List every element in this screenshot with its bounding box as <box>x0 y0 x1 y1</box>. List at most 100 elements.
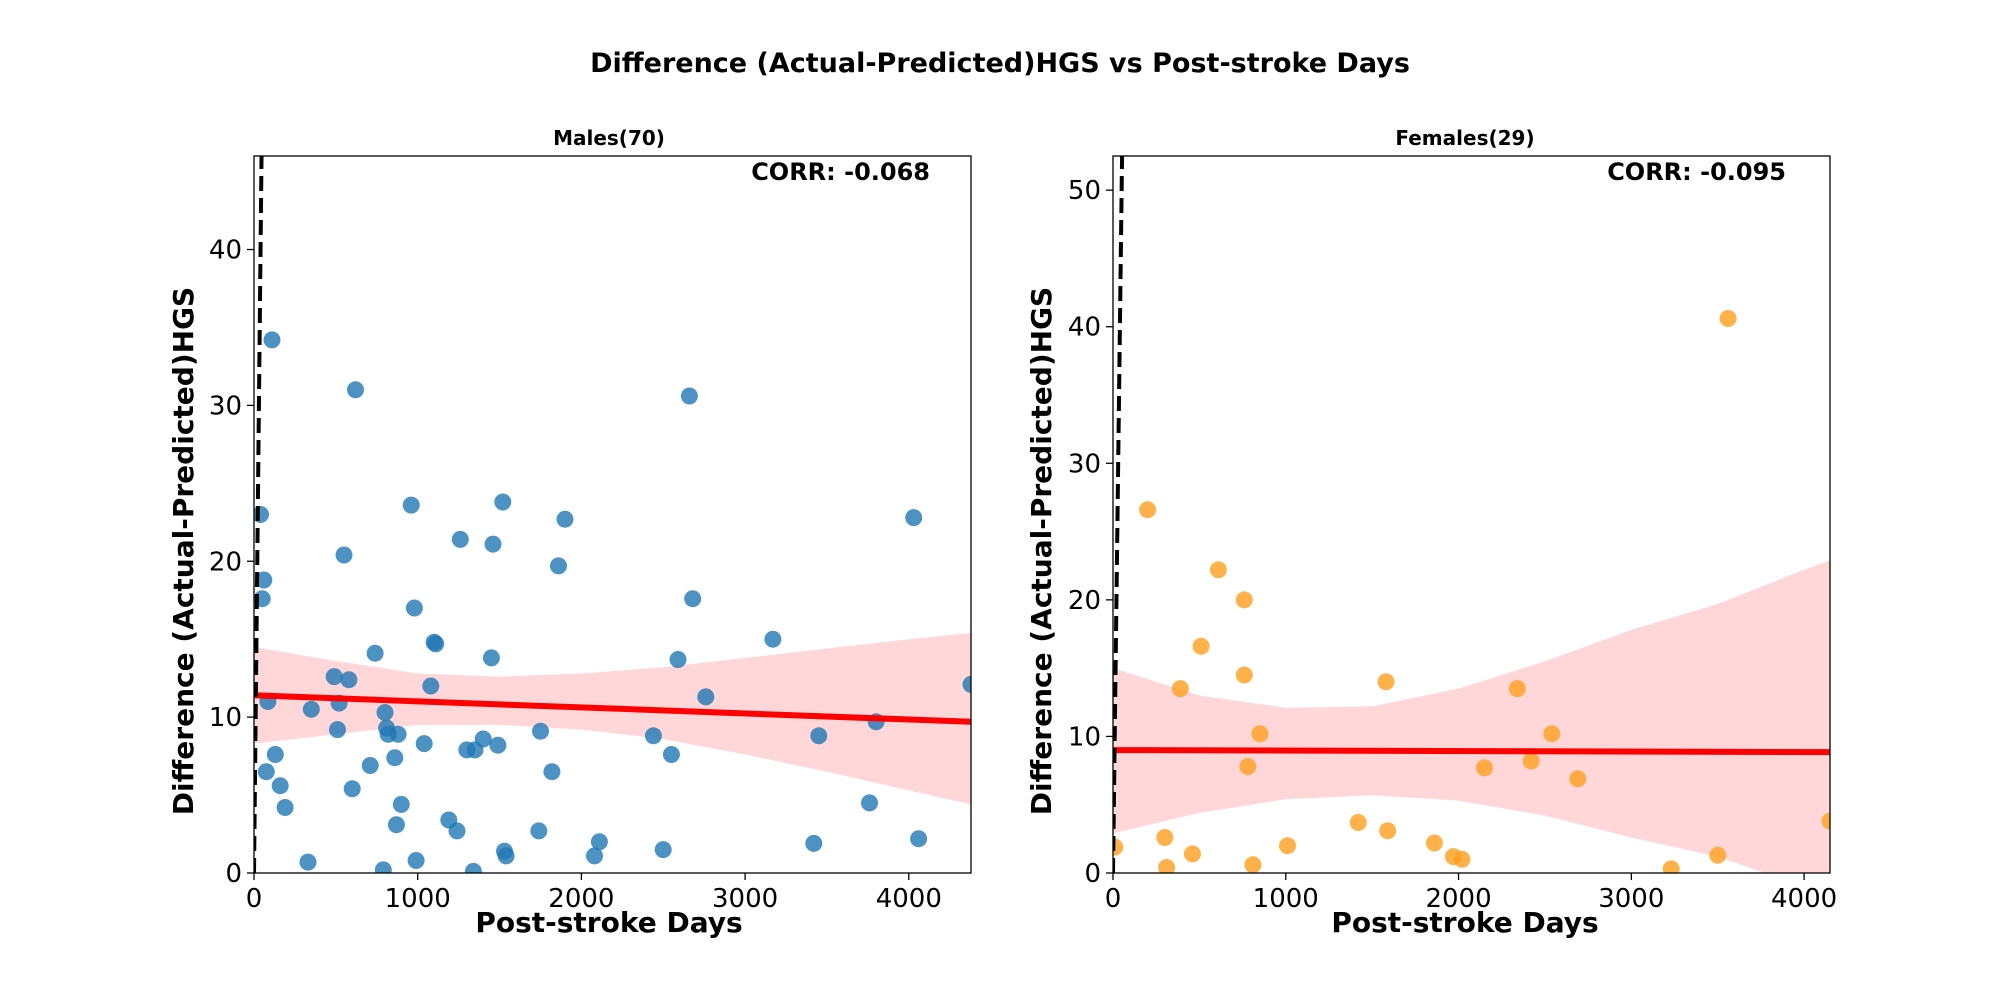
females-data-point <box>1235 666 1253 684</box>
males-data-point <box>543 763 561 781</box>
females-chart-title: Females(29) <box>1395 126 1534 150</box>
males-data-point <box>347 381 364 399</box>
males-data-point <box>392 795 410 813</box>
females-data-point <box>1821 812 1830 830</box>
males-x-tick-label: 0 <box>246 884 263 914</box>
females-x-tick-label: 2000 <box>1425 884 1491 914</box>
males-data-point <box>556 510 574 528</box>
males-regression-line <box>254 692 971 725</box>
males-y-tick-label: 40 <box>209 236 242 266</box>
females-y-tick-label: 20 <box>1068 586 1101 616</box>
females-identity-line <box>1113 156 1125 873</box>
males-data-point <box>302 700 320 718</box>
males-confidence-band <box>254 633 971 805</box>
females-data-point <box>1379 822 1397 840</box>
females-data-point <box>1113 838 1124 856</box>
females-data-point <box>1171 680 1189 698</box>
females-x-axis-label: Post-stroke Days <box>1331 906 1598 939</box>
females-data-point <box>1279 837 1296 855</box>
males-x-axis-label: Post-stroke Days <box>475 906 742 939</box>
females-data-point <box>1569 770 1587 788</box>
males-data-point <box>407 852 425 869</box>
males-data-point <box>530 822 548 840</box>
males-data-point <box>263 331 281 349</box>
males-data-point <box>257 763 275 781</box>
males-data-point <box>448 822 466 840</box>
females-x-tick-label: 0 <box>1105 884 1122 914</box>
females-y-axis-label: Difference (Actual-Predicted)HGS <box>1025 287 1058 815</box>
males-data-point <box>276 799 294 816</box>
males-x-tick-label: 1000 <box>385 884 451 914</box>
males-data-point <box>361 757 379 774</box>
males-data-point <box>335 546 353 564</box>
females-data-point <box>1158 859 1176 873</box>
males-data-point <box>684 590 702 608</box>
males-chart: Males(70) Post-stroke Days Difference (A… <box>167 126 972 939</box>
males-data-point <box>532 722 549 740</box>
males-data-point <box>422 677 440 695</box>
males-data-point <box>805 834 823 852</box>
females-y-tick-label: 40 <box>1068 313 1101 343</box>
males-data-point <box>910 830 928 848</box>
males-data-point <box>764 630 782 648</box>
females-y-tick-label: 30 <box>1068 449 1101 479</box>
males-data-point <box>299 853 317 871</box>
males-data-point <box>484 535 502 553</box>
males-data-point <box>427 635 445 653</box>
females-data-point <box>1184 845 1201 863</box>
females-y-tick-label: 50 <box>1068 176 1101 206</box>
males-data-point <box>474 730 492 748</box>
males-data-point <box>266 746 284 763</box>
females-chart: Females(29) Post-stroke Days Difference … <box>1025 126 1837 939</box>
males-data-point <box>405 599 423 617</box>
males-data-point <box>387 816 405 834</box>
males-data-point <box>861 794 878 812</box>
males-data-point <box>271 777 289 795</box>
males-data-point <box>497 847 515 865</box>
males-data-point <box>451 530 469 548</box>
females-corr-annotation: CORR: -0.095 <box>1607 158 1786 186</box>
females-y-tick-label: 0 <box>1084 859 1101 889</box>
males-plot-area <box>254 156 971 873</box>
males-data-point <box>662 746 680 763</box>
males-data-point <box>586 847 603 865</box>
males-data-point <box>325 668 343 686</box>
males-data-point <box>669 651 687 668</box>
males-data-point <box>402 496 420 514</box>
females-data-point <box>1453 850 1471 868</box>
males-data-point <box>366 644 384 662</box>
females-data-point <box>1251 725 1269 743</box>
males-data-point <box>255 571 273 589</box>
males-data-point <box>905 509 923 527</box>
females-data-point <box>1139 501 1157 519</box>
males-data-point <box>494 493 512 511</box>
males-y-axis-label: Difference (Actual-Predicted)HGS <box>167 287 200 815</box>
males-y-tick-label: 10 <box>209 703 242 733</box>
females-data-point <box>1709 846 1727 864</box>
males-data-point <box>482 649 500 667</box>
males-data-point <box>590 833 608 851</box>
males-data-point <box>697 688 715 706</box>
males-y-tick-label: 20 <box>209 547 242 577</box>
males-x-tick-label: 4000 <box>876 884 942 914</box>
females-data-point <box>1522 752 1540 770</box>
males-data-point <box>680 387 698 405</box>
males-data-point <box>810 727 828 745</box>
males-data-point <box>386 749 404 767</box>
males-data-point <box>389 725 407 743</box>
males-corr-annotation: CORR: -0.068 <box>751 158 930 186</box>
females-data-point <box>1244 856 1262 873</box>
males-axes-frame <box>253 155 972 874</box>
females-axes-frame <box>1112 155 1831 874</box>
females-data-point <box>1349 814 1367 831</box>
males-data-point <box>464 862 482 873</box>
males-data-point <box>415 735 433 753</box>
males-data-point <box>654 841 672 859</box>
females-regression-line <box>1113 747 1830 756</box>
females-data-point <box>1476 759 1493 777</box>
males-data-point <box>962 675 971 693</box>
females-data-point <box>1719 310 1737 327</box>
females-data-point <box>1239 758 1257 775</box>
males-data-point <box>376 704 394 721</box>
